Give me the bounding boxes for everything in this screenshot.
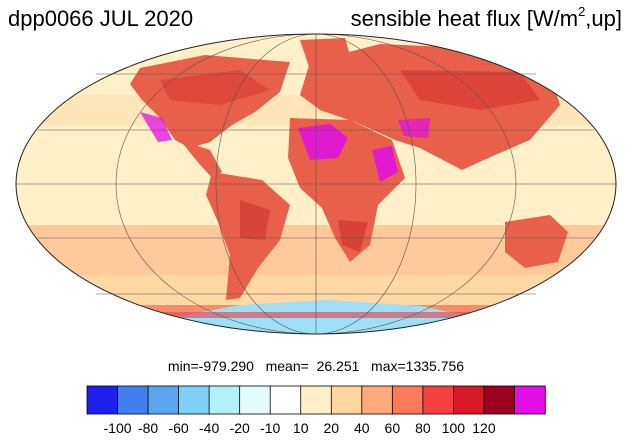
colorbar-tick-label: -40 <box>199 420 220 436</box>
colorbar-box-8 <box>330 385 363 415</box>
colorbar-box-12 <box>452 385 485 415</box>
colorbar-box-7 <box>300 385 332 415</box>
hotspot-iran <box>398 118 430 138</box>
map-border <box>15 33 617 335</box>
colorbar-box-3 <box>178 385 210 415</box>
colorbar-box-2 <box>147 385 180 415</box>
colorbar-tick-label: -10 <box>260 420 281 436</box>
plot-title-left: dpp0066 JUL 2020 <box>8 6 194 31</box>
colorbar-tick-label: 20 <box>323 420 340 436</box>
land-central-america <box>180 140 222 178</box>
colorbar-tick-label: -100 <box>103 420 132 436</box>
colorbar-box-9 <box>361 385 394 415</box>
colorbar-tick-label: -20 <box>229 420 250 436</box>
colorbar-box-1 <box>117 385 149 415</box>
title-right-main: sensible heat flux [W/m <box>350 6 579 31</box>
colorbar-tick-label: -80 <box>137 420 159 436</box>
colorbar-tick-label: 10 <box>292 420 309 436</box>
hotspot-mexico <box>140 112 172 142</box>
dark-southern-africa <box>338 220 368 252</box>
colorbar-tick-label: 100 <box>441 420 466 436</box>
dark-brazil <box>240 200 270 240</box>
colorbar-box-13 <box>483 385 516 415</box>
statistics-line: min=-979.290 mean= 26.251 max=1335.756 <box>167 358 465 374</box>
dark-canada <box>160 70 270 105</box>
colorbar-box-5 <box>239 385 271 415</box>
antarctica-rim <box>160 312 480 318</box>
dark-siberia <box>400 70 540 110</box>
land-australia <box>505 215 568 268</box>
colorbar-box-0 <box>86 385 119 415</box>
plot-title-right: sensible heat flux [W/m2,up] <box>350 4 622 32</box>
colorbar-box-6 <box>269 385 302 415</box>
colorbar-tick-label: 120 <box>472 420 496 436</box>
colorbar-box-14 <box>514 385 546 415</box>
colorbar-box-4 <box>208 385 241 415</box>
colorbar-tick-label: -60 <box>168 420 189 436</box>
colorbar-box-10 <box>391 385 424 415</box>
colorbar-tick-label: 60 <box>384 420 401 436</box>
colorbar-tick-label: 80 <box>415 420 431 436</box>
title-right-superscript: 2 <box>578 4 586 19</box>
hotspot-sahara <box>298 124 348 160</box>
hotspot-arabia <box>372 146 398 182</box>
colorbar-box-11 <box>422 385 455 415</box>
title-right-end: ,up] <box>585 6 622 31</box>
colorbar-tick-label: 40 <box>354 420 370 436</box>
